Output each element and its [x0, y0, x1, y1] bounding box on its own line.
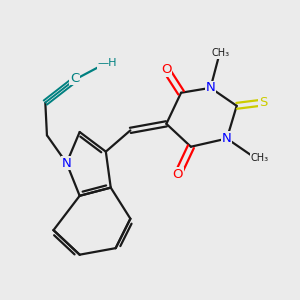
- Text: CH₃: CH₃: [211, 49, 230, 58]
- Text: —H: —H: [98, 58, 117, 68]
- Text: C: C: [70, 71, 80, 85]
- Text: CH₃: CH₃: [250, 153, 269, 163]
- Text: O: O: [161, 63, 172, 76]
- Text: O: O: [172, 168, 183, 181]
- Text: N: N: [62, 157, 71, 169]
- Text: N: N: [206, 81, 215, 94]
- Text: S: S: [259, 96, 267, 109]
- Text: N: N: [222, 132, 232, 145]
